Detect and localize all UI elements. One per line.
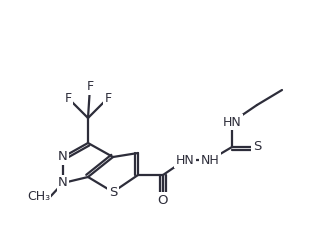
Text: HN: HN	[223, 115, 241, 128]
Text: O: O	[158, 194, 168, 207]
Text: S: S	[253, 141, 261, 154]
Text: F: F	[86, 80, 93, 94]
Text: NH: NH	[201, 154, 219, 167]
Text: F: F	[65, 92, 72, 105]
Text: N: N	[58, 176, 68, 189]
Text: S: S	[109, 186, 117, 199]
Text: N: N	[58, 150, 68, 163]
Text: F: F	[104, 92, 112, 105]
Text: CH₃: CH₃	[27, 190, 50, 203]
Text: HN: HN	[176, 154, 195, 167]
